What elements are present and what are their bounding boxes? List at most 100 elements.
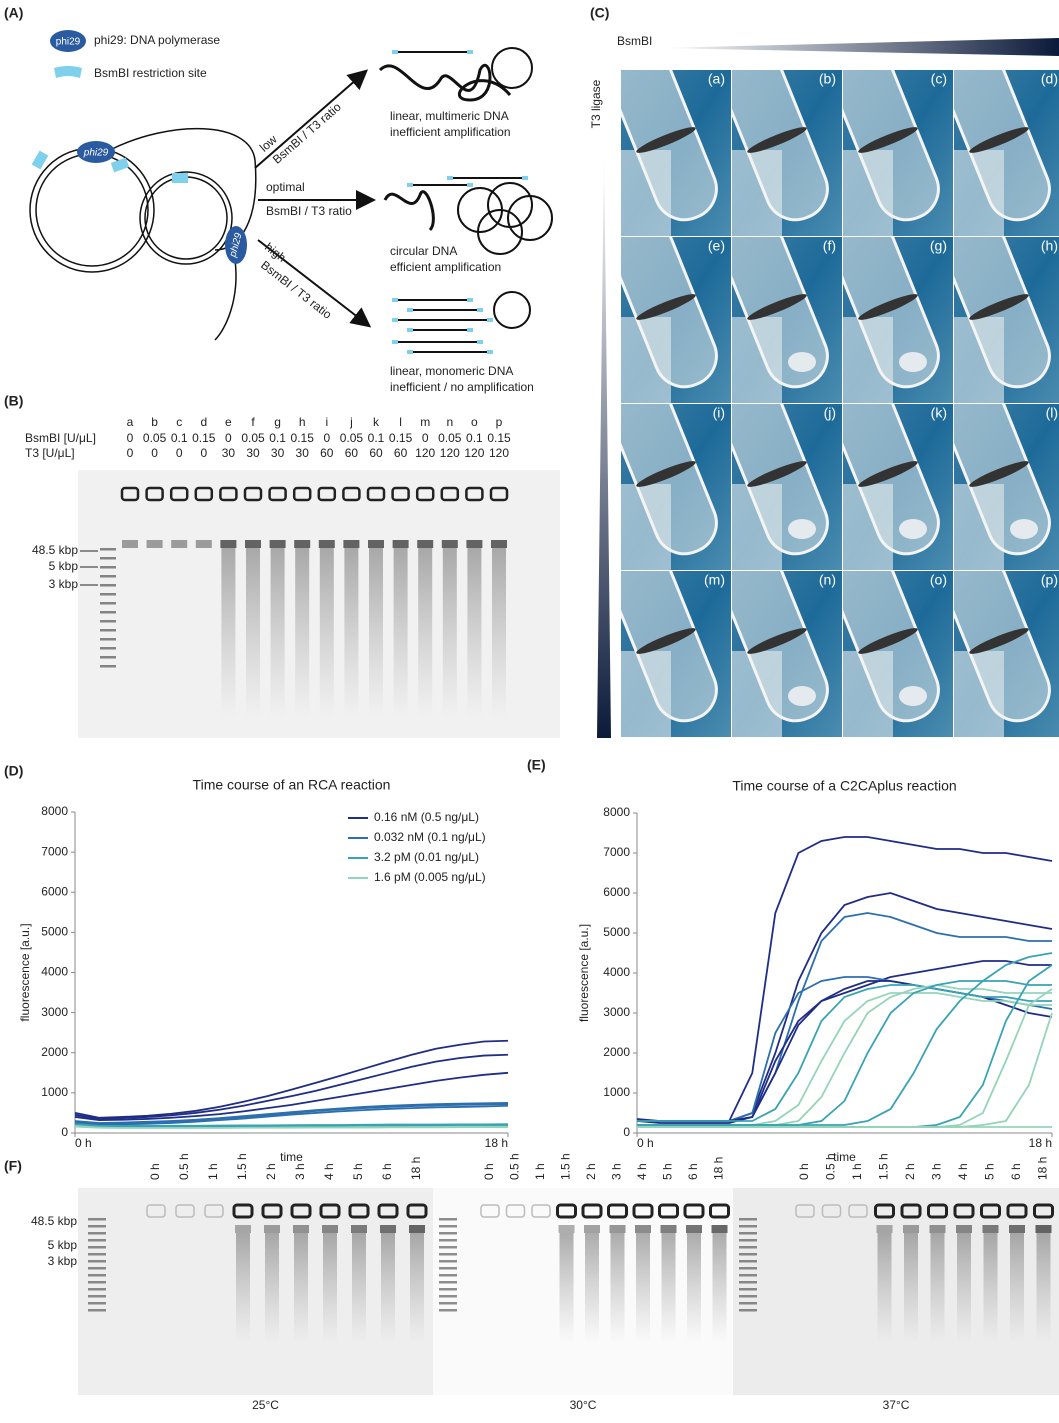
cell-label: (p) bbox=[1041, 572, 1058, 588]
lane-label: 1 h bbox=[850, 1163, 864, 1180]
gel-smear bbox=[381, 1233, 395, 1343]
ladder-band bbox=[739, 1267, 757, 1270]
lane-label: 18 h bbox=[712, 1157, 726, 1180]
site bbox=[467, 183, 473, 187]
ladder-band bbox=[439, 1239, 457, 1242]
site bbox=[407, 350, 413, 354]
gel-smear bbox=[410, 1233, 424, 1343]
y-tick-label: 1000 bbox=[603, 1085, 630, 1099]
lane-label: 4 h bbox=[635, 1163, 649, 1180]
gel-band bbox=[343, 540, 359, 548]
gel-band bbox=[235, 1225, 251, 1233]
bsmbi-value: 0 bbox=[323, 431, 330, 445]
ladder-band bbox=[439, 1253, 457, 1256]
lane-label: m bbox=[420, 415, 430, 429]
t3-value: 30 bbox=[271, 446, 285, 460]
ladder-band bbox=[439, 1218, 457, 1221]
gel-smear bbox=[878, 1233, 892, 1343]
dna-strand bbox=[215, 260, 236, 340]
line-series bbox=[637, 989, 1052, 1127]
gel-band bbox=[930, 1225, 946, 1233]
gel-smear bbox=[1037, 1233, 1051, 1343]
ladder-band bbox=[739, 1225, 757, 1228]
temperature-label: 25°C bbox=[252, 1398, 279, 1412]
t3-value: 30 bbox=[222, 446, 236, 460]
gel-smear bbox=[246, 548, 260, 718]
ladder-band bbox=[739, 1281, 757, 1284]
lane-label: e bbox=[225, 415, 232, 429]
line-series bbox=[637, 993, 1052, 1125]
gel-smear bbox=[295, 548, 309, 718]
ladder-band bbox=[439, 1225, 457, 1228]
pellet bbox=[899, 352, 927, 372]
gel-band bbox=[712, 1225, 728, 1233]
gel-band bbox=[147, 540, 163, 548]
cell-label: (b) bbox=[819, 71, 836, 87]
enzyme-tag: phi29 bbox=[83, 148, 109, 159]
t3-value: 120 bbox=[464, 446, 484, 460]
row-label: BsmBI [U/μL] bbox=[25, 431, 96, 445]
y-tick-label: 3000 bbox=[41, 1005, 68, 1019]
t3-value: 120 bbox=[415, 446, 435, 460]
ladder-band bbox=[100, 593, 116, 596]
lane-label: 1.5 h bbox=[235, 1153, 249, 1180]
lane-label: 1.5 h bbox=[877, 1153, 891, 1180]
bsmbi-value: 0.1 bbox=[368, 431, 385, 445]
bsmbi-value: 0.1 bbox=[269, 431, 286, 445]
x-axis-label: time bbox=[280, 1150, 303, 1164]
lane-label: 6 h bbox=[686, 1163, 700, 1180]
chart-title: Time course of a C2CAplus reaction bbox=[732, 778, 956, 794]
ladder-band bbox=[100, 665, 116, 668]
gel-band bbox=[351, 1225, 367, 1233]
ladder-label: 48.5 kbp bbox=[31, 1214, 77, 1228]
lane-label: n bbox=[446, 415, 453, 429]
y-tick-label: 0 bbox=[61, 1125, 68, 1139]
t3-value: 60 bbox=[320, 446, 334, 460]
dna-circle bbox=[508, 196, 552, 240]
legend-text: phi29: DNA polymerase bbox=[94, 33, 220, 47]
cell-label: (l) bbox=[1046, 405, 1058, 421]
gel-smear bbox=[636, 1233, 650, 1343]
ladder-band bbox=[100, 611, 116, 614]
dna-circle bbox=[36, 154, 148, 266]
t3-value: 60 bbox=[345, 446, 359, 460]
ladder-band bbox=[88, 1288, 106, 1291]
y-tick-label: 7000 bbox=[41, 844, 68, 858]
ladder-band bbox=[88, 1239, 106, 1242]
gel-band bbox=[368, 540, 384, 548]
y-tick-label: 6000 bbox=[41, 884, 68, 898]
gel-smear bbox=[1010, 1233, 1024, 1343]
ladder-band bbox=[739, 1239, 757, 1242]
gel-band bbox=[1036, 1225, 1052, 1233]
x-tick-label: 0 h bbox=[637, 1136, 654, 1150]
site bbox=[392, 340, 398, 344]
dna-multimer bbox=[385, 192, 433, 230]
bsmbi-value: 0.15 bbox=[192, 431, 216, 445]
y-tick-label: 6000 bbox=[603, 885, 630, 899]
dna-circle bbox=[145, 177, 227, 259]
gel bbox=[78, 1188, 433, 1395]
lane-label: 4 h bbox=[956, 1163, 970, 1180]
cell-label: (e) bbox=[708, 238, 725, 254]
ladder-band bbox=[739, 1274, 757, 1277]
cell-label: (g) bbox=[930, 238, 947, 254]
gel-smear bbox=[221, 548, 235, 718]
lane-label: 2 h bbox=[264, 1163, 278, 1180]
figure: (A)(B)(C)(D)(E)(F)phi29phi29: DNA polyme… bbox=[0, 0, 1059, 1418]
ladder-band bbox=[100, 557, 116, 560]
pellet bbox=[899, 519, 927, 539]
ladder-band bbox=[100, 647, 116, 650]
gel-band bbox=[661, 1225, 677, 1233]
site bbox=[447, 176, 453, 180]
gel-band bbox=[409, 1225, 425, 1233]
gel-band bbox=[294, 540, 310, 548]
t3-value: 30 bbox=[296, 446, 310, 460]
outcome-text: linear, monomeric DNA bbox=[390, 364, 513, 378]
ladder-band bbox=[100, 548, 116, 551]
site bbox=[522, 176, 528, 180]
lane-label: 0.5 h bbox=[508, 1153, 522, 1180]
site bbox=[487, 350, 493, 354]
site bbox=[407, 308, 413, 312]
t3-value: 60 bbox=[369, 446, 383, 460]
gel-band bbox=[466, 540, 482, 548]
